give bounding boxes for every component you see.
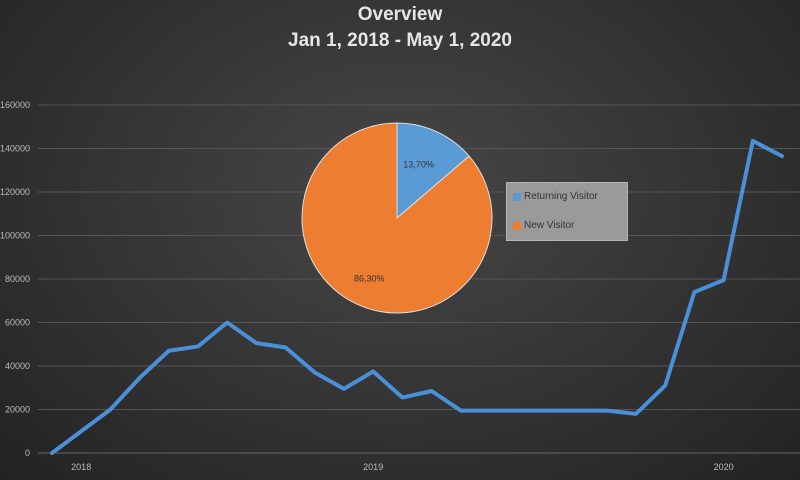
x-tick-label: 2018 (71, 462, 91, 472)
y-tick-label: 100000 (0, 231, 30, 241)
y-tick-label: 40000 (5, 361, 30, 371)
legend-item-new: New Visitor (513, 220, 574, 231)
pie-slice (396, 122, 470, 220)
legend-swatch (513, 192, 521, 201)
x-tick-label: 2020 (714, 462, 734, 472)
pie-legend: Returning Visitor New Visitor (506, 182, 628, 241)
y-tick-label: 20000 (5, 405, 30, 415)
line-series (50, 138, 784, 455)
y-tick-label: 80000 (5, 274, 30, 284)
y-tick-label: 160000 (0, 100, 30, 110)
x-tick-label: 2019 (363, 462, 383, 472)
pie-data-label: 86,30% (354, 273, 385, 283)
y-tick-label: 60000 (5, 318, 30, 328)
legend-label: Returning Visitor (524, 191, 598, 202)
legend-label: New Visitor (524, 220, 575, 231)
y-tick-label: 140000 (0, 144, 30, 154)
chart-subtitle: Jan 1, 2018 - May 1, 2020 (288, 30, 512, 51)
y-tick-label: 120000 (0, 187, 30, 197)
chart-title: Overview (357, 4, 443, 25)
legend-swatch (513, 221, 521, 230)
y-tick-label: 0 (25, 448, 30, 458)
pie-slice (301, 122, 493, 314)
legend-item-returning: Returning Visitor (513, 191, 598, 202)
pie-data-label: 13,70% (403, 159, 434, 169)
